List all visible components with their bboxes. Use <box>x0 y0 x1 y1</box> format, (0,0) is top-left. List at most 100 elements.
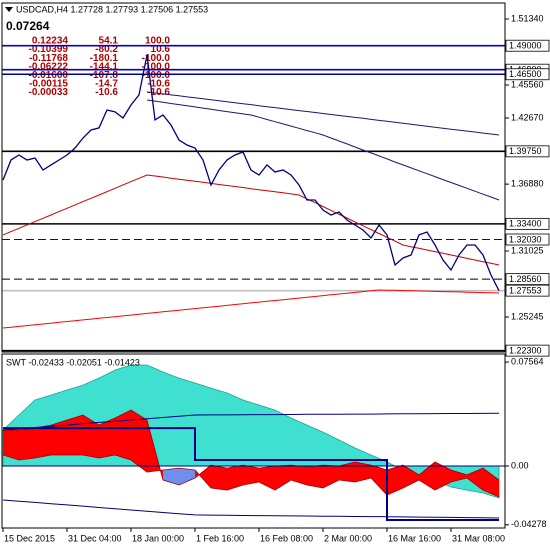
level-label: 1.32030 <box>509 234 542 244</box>
stat-value: -0.01600 <box>29 70 69 81</box>
stat-value: -80.2 <box>95 44 118 55</box>
y-tick-label: 0.07564 <box>511 356 544 366</box>
cloud-segment <box>291 465 307 485</box>
symbol-header: USDCAD,H4 1.27728 1.27793 1.27506 1.2755… <box>16 4 208 14</box>
stat-value: -0.11768 <box>29 53 68 64</box>
price-line <box>2 289 500 329</box>
x-tick-label: 1 Feb 16:00 <box>196 533 244 543</box>
x-tick-label: 16 Mar 16:00 <box>388 533 441 543</box>
level-label-box <box>505 344 550 357</box>
stat-value: -0.00115 <box>29 79 68 90</box>
main-frame <box>1 2 506 353</box>
level-label-box <box>505 233 550 246</box>
headline-value: 0.07264 <box>6 19 50 33</box>
x-tick-label: 16 Feb 08:00 <box>260 533 313 543</box>
x-tick-label: 31 Mar 08:00 <box>452 533 505 543</box>
cloud-segment <box>451 470 467 482</box>
cloud-segment <box>403 465 419 489</box>
cloud-segment <box>371 465 387 496</box>
cloud-segment <box>355 462 371 482</box>
cloud-segment <box>483 468 499 497</box>
cloud-segment <box>435 462 451 491</box>
cloud-segment <box>3 430 19 460</box>
level-label-box <box>505 284 550 297</box>
stat-value: 54.1 <box>99 36 119 47</box>
cloud-segment <box>339 462 355 482</box>
stat-value: -0.10399 <box>29 44 69 55</box>
y-tick-label: 1.42670 <box>511 112 544 122</box>
cloud-segment <box>83 415 99 459</box>
stat-value: -100.0 <box>142 70 171 81</box>
level-label: 1.28560 <box>509 274 542 284</box>
price-line <box>146 91 500 136</box>
stat-value: -0.06222 <box>29 61 69 72</box>
cloud-line <box>3 409 500 486</box>
cloud-segment <box>419 462 435 491</box>
cloud-segment <box>227 465 243 491</box>
cloud-segment <box>307 465 323 489</box>
level-label-box <box>505 145 550 158</box>
stat-value: -0.00033 <box>29 87 69 98</box>
stat-value: -107.8 <box>90 70 119 81</box>
cloud-segment <box>211 465 227 491</box>
level-label: 1.22300 <box>509 346 542 356</box>
x-tick-label: 31 Dec 04:00 <box>68 533 122 543</box>
step-line <box>3 427 499 521</box>
y-tick-label: 1.45560 <box>511 79 544 89</box>
main-window: 0.12234 54.1 100.0 -0.10399 -80.2 10.6 -0.1176… <box>2 13 550 357</box>
stat-value: 10.6 <box>151 44 171 55</box>
indicator-window: 0.07564 0.00 -0.04278 <box>2 356 547 529</box>
price-line <box>2 54 500 291</box>
level-label-box <box>505 39 550 52</box>
indicator-frame <box>1 353 506 529</box>
x-tick-label: 2 Mar 00:00 <box>324 533 372 543</box>
x-tick-label: 18 Jan 00:00 <box>132 533 184 543</box>
cloud-segment <box>163 468 179 485</box>
level-label: 1.27553 <box>509 286 542 296</box>
cloud-segment <box>19 428 35 460</box>
stat-value: -100.0 <box>142 61 171 72</box>
stat-value: -10.6 <box>147 87 170 98</box>
stat-value: -14.7 <box>95 79 118 90</box>
stat-value: -10.6 <box>95 87 118 98</box>
y-tick-label: -0.04278 <box>511 519 547 529</box>
band-line <box>2 499 500 519</box>
cloud-segment <box>115 410 131 460</box>
y-tick-label: 1.31025 <box>511 245 544 255</box>
level-label: 1.46500 <box>509 69 542 79</box>
menu-arrow[interactable] <box>5 7 13 12</box>
level-label: 1.49000 <box>509 41 542 51</box>
cloud-segment <box>179 468 195 485</box>
level-label: 1.39750 <box>509 146 542 156</box>
level-label-box <box>505 217 550 230</box>
stat-value: 0.12234 <box>32 36 69 47</box>
stat-value: -100.0 <box>142 53 171 64</box>
cloud-segment <box>67 415 83 456</box>
stat-value: -144.1 <box>90 61 119 72</box>
stat-value: -180.1 <box>90 53 119 64</box>
price-line <box>2 174 500 266</box>
stat-value: -10.6 <box>147 79 170 90</box>
band-line <box>2 412 500 431</box>
y-tick-label: 1.51340 <box>511 13 544 23</box>
y-tick-label: 1.25245 <box>511 311 544 321</box>
y-tick-label: 1.36880 <box>511 178 544 188</box>
price-line <box>146 99 500 201</box>
cloud-segment <box>243 465 259 485</box>
cloud-segment <box>323 465 339 489</box>
cloud-line <box>2 454 500 498</box>
x-tick-label: 15 Dec 2015 <box>4 533 55 543</box>
cloud-segment <box>131 410 147 473</box>
level-label-box <box>505 273 550 286</box>
cloud-segment <box>387 465 403 496</box>
cloud-segment <box>275 465 291 491</box>
indicator-title: SWT -0.02433 -0.02051 -0.01423 <box>6 357 140 367</box>
level-label: 1.33400 <box>509 219 542 229</box>
stat-value: 100.0 <box>145 36 170 47</box>
cloud-segment <box>195 465 211 489</box>
y-tick-label: 0.00 <box>511 460 529 470</box>
cloud-segment <box>259 466 275 491</box>
cloud-segment <box>35 425 51 459</box>
